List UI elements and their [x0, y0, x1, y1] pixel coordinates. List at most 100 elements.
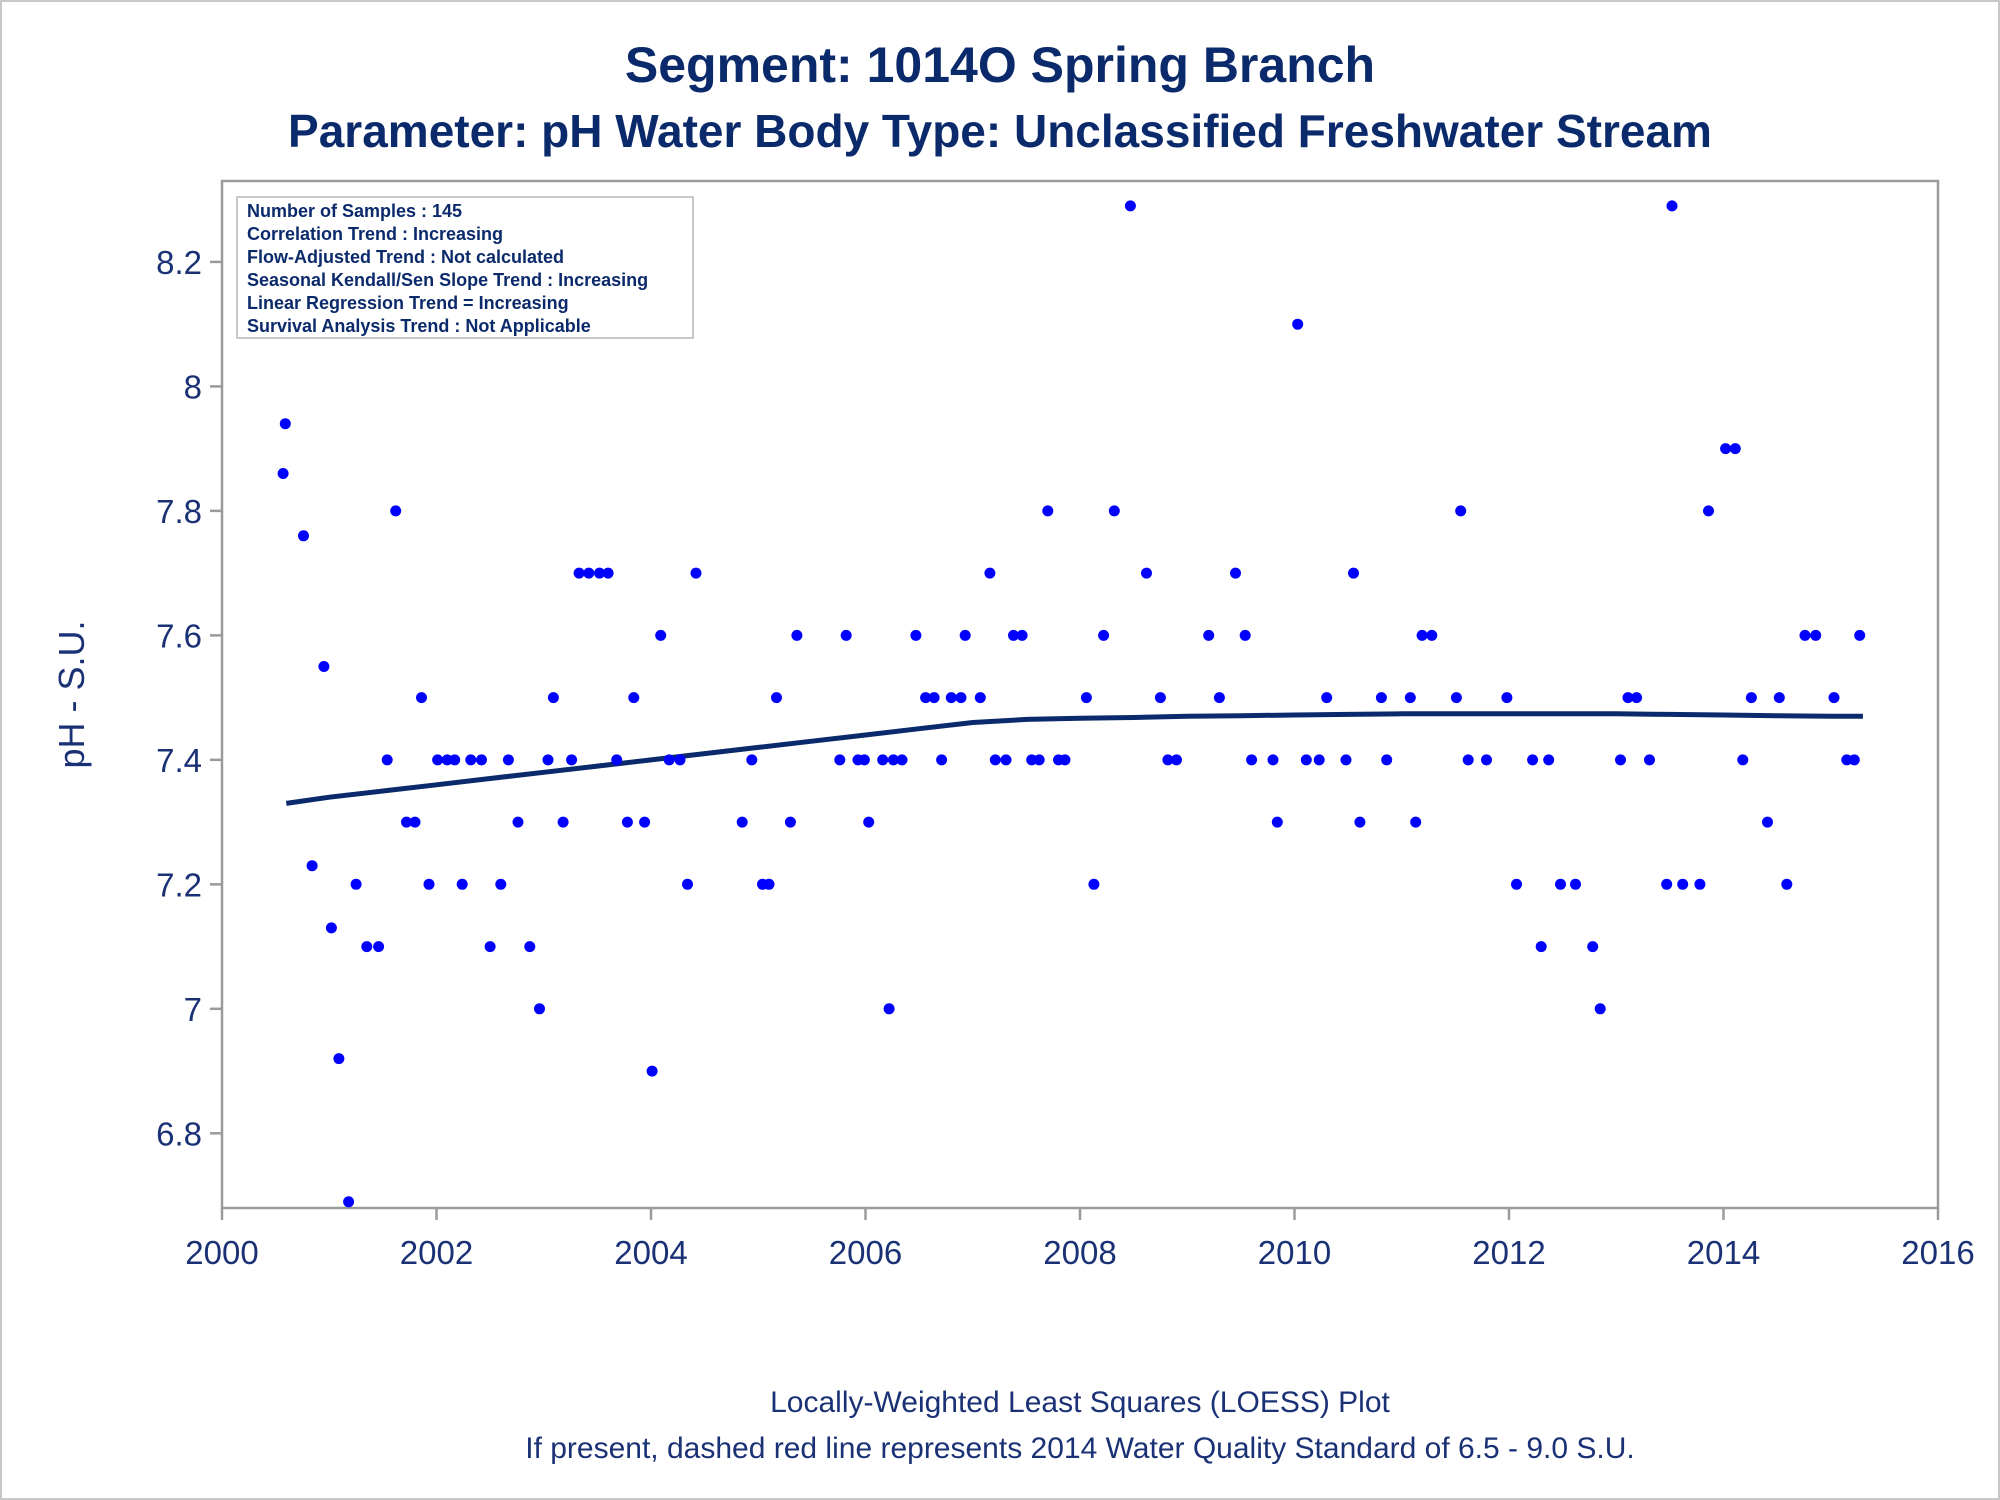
y-tick-label: 7.6	[156, 617, 202, 654]
x-tick-label: 2010	[1258, 1234, 1331, 1271]
data-point	[573, 567, 585, 579]
data-point	[1080, 692, 1092, 704]
data-point	[1799, 629, 1811, 641]
data-point	[763, 878, 775, 890]
data-point	[1203, 629, 1215, 641]
data-point	[484, 941, 496, 953]
data-point	[1300, 754, 1312, 766]
data-point	[1171, 754, 1182, 766]
data-point	[989, 754, 1001, 766]
data-point	[1154, 692, 1166, 704]
data-point	[639, 816, 651, 828]
data-point	[945, 692, 957, 704]
data-point	[1745, 692, 1757, 704]
data-point	[1450, 692, 1462, 704]
y-axis-label: pH - S.U.	[51, 620, 92, 768]
x-tick-label: 2008	[1043, 1234, 1116, 1271]
stats-survival-analysis-trend: Survival Analysis Trend : Not Applicable	[247, 316, 591, 336]
data-point	[1321, 692, 1333, 704]
data-point	[1059, 754, 1071, 766]
data-point	[936, 754, 948, 766]
loess-series	[285, 711, 1863, 806]
data-point	[594, 567, 605, 579]
data-point	[1501, 692, 1513, 704]
data-point	[984, 567, 996, 579]
data-point	[784, 816, 796, 828]
stats-sample-count: Number of Samples : 145	[247, 201, 462, 221]
data-point	[502, 754, 514, 766]
data-point	[863, 816, 875, 828]
y-tick-label: 7	[184, 991, 202, 1028]
data-point	[1543, 754, 1555, 766]
data-point	[423, 878, 435, 890]
data-point	[877, 754, 889, 766]
stats-flow-adjusted-trend: Flow-Adjusted Trend : Not calculated	[247, 247, 564, 267]
data-point	[1587, 941, 1599, 953]
data-point	[390, 505, 402, 517]
data-point	[1481, 754, 1492, 766]
y-tick-label: 7.8	[156, 493, 202, 530]
data-point	[465, 754, 477, 766]
data-point	[1230, 567, 1241, 579]
data-point	[959, 629, 971, 641]
data-point	[1631, 692, 1643, 704]
stats-linear-regression-trend: Linear Regression Trend = Increasing	[247, 293, 569, 313]
data-point	[1694, 878, 1706, 890]
data-point	[1008, 629, 1019, 641]
x-tick-label: 2014	[1687, 1234, 1760, 1271]
data-point	[1340, 754, 1352, 766]
data-point	[1124, 200, 1136, 212]
data-point	[1404, 692, 1416, 704]
data-point	[602, 567, 614, 579]
data-point	[547, 692, 559, 704]
data-point	[333, 1053, 345, 1065]
data-point	[542, 754, 554, 766]
data-point	[834, 754, 846, 766]
x-tick-label: 2000	[185, 1234, 258, 1271]
data-point	[771, 692, 782, 704]
data-point	[858, 754, 870, 766]
data-point	[655, 629, 667, 641]
data-point	[1781, 878, 1793, 890]
data-point	[955, 692, 967, 704]
data-point	[1271, 816, 1283, 828]
y-tick-label: 8.2	[156, 244, 202, 281]
data-point	[746, 754, 758, 766]
data-point	[277, 468, 289, 479]
x-tick-label: 2016	[1901, 1234, 1974, 1271]
data-point	[524, 941, 536, 953]
footnote-loess: Locally-Weighted Least Squares (LOESS) P…	[770, 1386, 1390, 1419]
data-point	[1141, 567, 1152, 579]
data-point	[456, 878, 468, 890]
data-point	[1267, 754, 1279, 766]
data-point	[1348, 567, 1359, 579]
data-point	[910, 629, 922, 641]
data-point	[1720, 443, 1732, 455]
data-point	[298, 530, 309, 542]
data-point	[1354, 816, 1366, 828]
data-point	[1455, 505, 1467, 517]
data-point	[1535, 941, 1547, 953]
data-point	[1088, 878, 1100, 890]
data-point	[1213, 692, 1225, 704]
x-tick-label: 2006	[829, 1234, 902, 1271]
data-point	[495, 878, 507, 890]
stats-box: Number of Samples : 145 Correlation Tren…	[236, 196, 694, 339]
data-point	[566, 754, 578, 766]
data-point	[318, 661, 330, 672]
loess-line	[285, 711, 1863, 806]
data-point	[1810, 629, 1822, 641]
data-point	[1108, 505, 1120, 517]
data-point	[1615, 754, 1626, 766]
data-point	[928, 692, 940, 704]
data-point	[628, 692, 640, 704]
data-point	[1773, 692, 1785, 704]
scatter-series	[277, 200, 1866, 1208]
data-point	[279, 418, 291, 430]
data-point	[840, 629, 852, 641]
data-point	[1666, 200, 1678, 212]
data-point	[1246, 754, 1258, 766]
data-point	[736, 816, 748, 828]
data-point	[1239, 629, 1251, 641]
